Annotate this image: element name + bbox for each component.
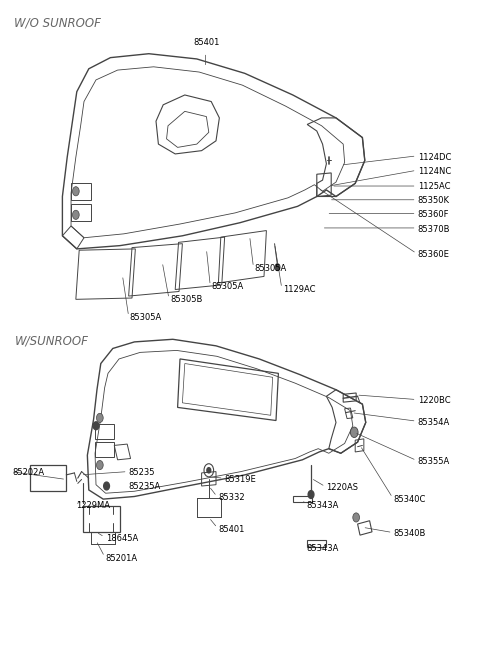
Text: 85332: 85332: [218, 493, 245, 502]
Text: 85340C: 85340C: [394, 495, 426, 504]
Text: 1129AC: 1129AC: [283, 285, 316, 294]
Text: 85202A: 85202A: [12, 468, 44, 477]
Text: 85343A: 85343A: [306, 501, 338, 510]
Text: 85350K: 85350K: [418, 196, 450, 205]
Text: 1220BC: 1220BC: [418, 396, 450, 405]
Circle shape: [207, 468, 211, 473]
Circle shape: [72, 187, 79, 196]
Text: 1229MA: 1229MA: [76, 501, 110, 510]
Circle shape: [353, 513, 360, 522]
Text: 1124DC: 1124DC: [418, 153, 451, 162]
Circle shape: [350, 427, 358, 438]
Text: 85354A: 85354A: [418, 418, 450, 427]
Circle shape: [72, 210, 79, 219]
Circle shape: [275, 264, 280, 271]
Text: 85370B: 85370B: [418, 225, 450, 234]
Text: W/SUNROOF: W/SUNROOF: [14, 334, 88, 347]
Text: 85305A: 85305A: [211, 282, 243, 291]
Circle shape: [104, 482, 109, 490]
Circle shape: [93, 422, 99, 430]
Text: 1125AC: 1125AC: [418, 181, 450, 191]
Circle shape: [96, 460, 103, 470]
Text: 85235: 85235: [129, 468, 155, 477]
Text: 1124NC: 1124NC: [418, 167, 451, 176]
Text: 85360F: 85360F: [418, 210, 449, 219]
Text: 85305B: 85305B: [170, 295, 203, 305]
Text: 85355A: 85355A: [418, 457, 450, 466]
Text: 18645A: 18645A: [106, 534, 138, 543]
Text: 1220AS: 1220AS: [326, 483, 359, 493]
Text: W/O SUNROOF: W/O SUNROOF: [14, 16, 101, 29]
Text: 85235A: 85235A: [129, 481, 161, 491]
Circle shape: [96, 413, 103, 422]
Text: 85360E: 85360E: [418, 250, 449, 259]
Text: 85305A: 85305A: [130, 313, 162, 322]
Text: 85340B: 85340B: [394, 529, 426, 538]
Text: 85305A: 85305A: [254, 264, 287, 273]
Text: 85343A: 85343A: [306, 544, 338, 553]
Circle shape: [308, 491, 314, 498]
Text: 85201A: 85201A: [106, 553, 138, 563]
Text: 85401: 85401: [218, 525, 245, 534]
Text: 85319E: 85319E: [225, 475, 256, 484]
Text: 85401: 85401: [193, 38, 219, 47]
